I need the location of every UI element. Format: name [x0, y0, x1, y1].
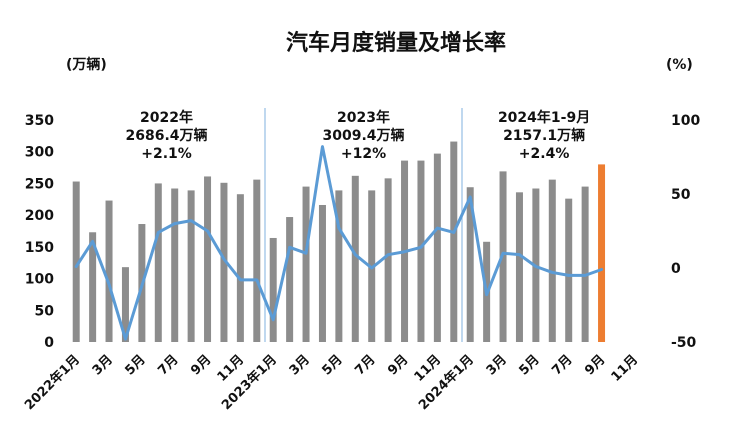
left-tick-label-6: 100 [25, 272, 54, 288]
bar-25 [466, 187, 474, 342]
x-tick-label-1: 2022年1月 [21, 352, 83, 414]
annotation-3-line-1: 2024年1-9月 [498, 109, 590, 126]
bar-31 [565, 198, 573, 342]
right-tick-label-3: 0 [671, 261, 681, 277]
bar-20 [384, 178, 392, 342]
left-tick-label-2: 300 [25, 145, 54, 161]
annotation-3-line-3: +2.4% [519, 146, 570, 162]
x-tick-label-17: 9月 [582, 352, 608, 378]
x-tick-label-8: 3月 [287, 352, 313, 378]
x-tick-label-2: 3月 [90, 352, 116, 378]
annotation-3-line-2: 2157.1万辆 [503, 127, 585, 144]
left-axis-ticks: 350 300 250 200 150 100 50 0 [25, 113, 54, 351]
bar-8 [187, 190, 195, 342]
annotation-2-line-2: 3009.4万辆 [322, 127, 404, 144]
right-axis-ticks: 100 50 0 -50 [671, 113, 700, 351]
bar-1 [72, 181, 80, 342]
bar-4 [121, 267, 129, 342]
left-tick-label-1: 350 [25, 113, 54, 129]
left-tick-label-7: 50 [35, 303, 55, 319]
bar-32 [581, 186, 589, 342]
bar-24 [450, 141, 458, 342]
bar-18 [351, 175, 359, 342]
x-tick-label-14: 3月 [484, 352, 510, 378]
growth-line [74, 145, 604, 341]
right-tick-label-2: 50 [671, 187, 691, 203]
bar-30 [548, 179, 556, 342]
bar-22 [417, 160, 425, 342]
bar-2 [89, 232, 97, 342]
bar-7 [171, 188, 179, 342]
growth-line-series [74, 145, 604, 341]
left-tick-label-3: 250 [25, 176, 54, 192]
x-tick-label-15: 5月 [517, 352, 543, 378]
annotation-1-line-1: 2022年 [140, 109, 193, 126]
bar-10 [220, 182, 228, 342]
right-tick-label-4: -50 [671, 335, 697, 351]
x-tick-label-11: 9月 [385, 352, 411, 378]
bar-16 [318, 204, 326, 342]
right-tick-label-1: 100 [671, 113, 700, 129]
bar-11 [236, 194, 244, 342]
chart-title: 汽车月度销量及增长率 [286, 30, 506, 56]
x-tick-label-5: 9月 [188, 352, 214, 378]
x-tick-label-4: 7月 [155, 352, 181, 378]
bar-series [72, 141, 606, 342]
bar-28 [515, 192, 523, 342]
annotation-1-line-2: 2686.4万辆 [125, 127, 207, 144]
bar-15 [302, 186, 310, 342]
annotation-2-line-3: +12% [341, 146, 386, 162]
x-tick-label-16: 7月 [549, 352, 575, 378]
bar-9 [204, 176, 212, 342]
bar-12 [253, 179, 261, 342]
left-axis-unit: (万辆) [66, 56, 107, 73]
bar-6 [154, 183, 162, 342]
annotation-1-line-3: +2.1% [141, 146, 192, 162]
bar-23 [433, 153, 441, 342]
bar-33 [598, 164, 606, 342]
right-axis-unit: (%) [666, 57, 693, 73]
bar-3 [105, 200, 113, 342]
left-tick-label-5: 150 [25, 240, 54, 256]
bar-17 [335, 190, 343, 342]
annotation-2-line-1: 2023年 [337, 109, 390, 126]
x-tick-label-9: 5月 [320, 352, 346, 378]
x-tick-label-3: 5月 [123, 352, 149, 378]
x-tick-label-18: 11月 [609, 352, 642, 385]
bar-14 [286, 217, 294, 342]
left-tick-label-8: 0 [44, 335, 54, 351]
left-tick-label-4: 200 [25, 208, 54, 224]
x-tick-label-10: 7月 [352, 352, 378, 378]
bar-13 [269, 237, 277, 342]
